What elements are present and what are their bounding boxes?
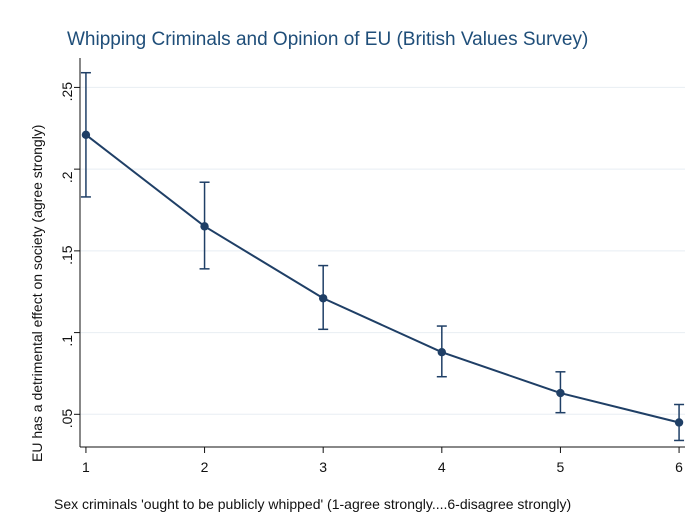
y-tick-label: .2 <box>59 171 75 183</box>
y-tick-label: .25 <box>59 82 75 102</box>
x-tick-label: 6 <box>675 459 683 475</box>
data-point <box>81 130 91 140</box>
data-point <box>556 388 565 398</box>
data-point <box>437 348 447 357</box>
y-axis-label: EU has a detrimental effect on society (… <box>29 125 45 462</box>
y-tick-label: .1 <box>59 335 75 347</box>
y-tick-label: .15 <box>59 245 75 265</box>
x-axis-ticks: 1 2 3 4 5 6 <box>82 447 683 475</box>
x-tick-label: 1 <box>82 459 90 475</box>
data-point <box>318 294 328 303</box>
series-line <box>85 134 680 424</box>
chart-title: Whipping Criminals and Opinion of EU (Br… <box>67 29 588 50</box>
x-tick-label: 2 <box>201 459 209 475</box>
x-tick-label: 5 <box>557 459 565 475</box>
grid-lines <box>80 86 685 415</box>
data-point <box>674 418 684 427</box>
x-tick-label: 4 <box>438 459 446 475</box>
x-axis-label: Sex criminals 'ought to be publicly whip… <box>54 496 571 512</box>
y-tick-label: .05 <box>59 409 75 429</box>
y-axis-ticks: .05 .1 .15 .2 .25 <box>59 82 80 429</box>
data-points <box>81 130 684 427</box>
data-point <box>200 222 209 231</box>
x-tick-label: 3 <box>319 459 327 475</box>
